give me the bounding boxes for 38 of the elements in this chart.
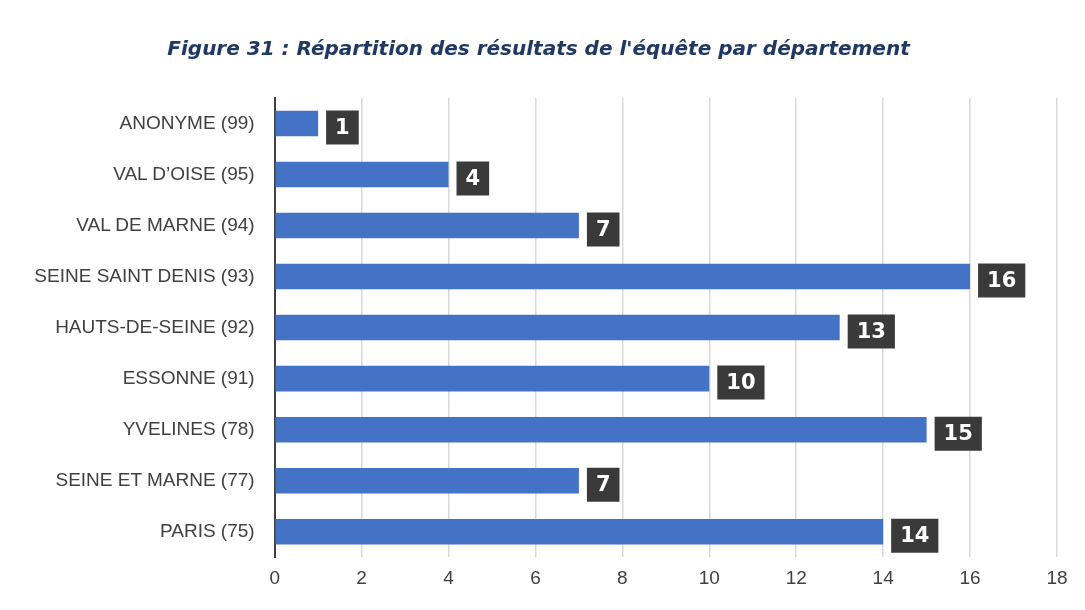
bar	[275, 518, 884, 545]
y-tick-label: YVELINES (78)	[122, 417, 255, 439]
bar	[275, 416, 927, 443]
x-tick-label: 10	[698, 566, 720, 588]
y-tick-label: ESSONNE (91)	[122, 366, 255, 388]
x-tick-label: 12	[785, 566, 807, 588]
data-label: 13	[856, 319, 886, 344]
x-tick-label: 16	[959, 566, 981, 588]
data-label: 4	[465, 165, 481, 190]
data-label: 7	[595, 472, 611, 497]
data-label: 15	[943, 421, 973, 446]
bar	[275, 161, 449, 188]
bar	[275, 212, 579, 239]
data-label: 14	[900, 523, 930, 548]
data-label: 1	[335, 114, 350, 139]
x-tick-label: 2	[356, 566, 367, 588]
y-tick-label: ANONYME (99)	[119, 111, 255, 133]
y-tick-label: PARIS (75)	[159, 519, 255, 541]
bar	[275, 263, 971, 290]
y-tick-label: VAL DE MARNE (94)	[76, 213, 255, 235]
y-tick-label: VAL D’OISE (95)	[113, 162, 255, 184]
data-label: 16	[987, 268, 1017, 293]
x-tick-label: 14	[872, 566, 895, 588]
x-tick-label: 8	[617, 566, 628, 588]
bar	[275, 314, 840, 341]
y-tick-label: HAUTS-DE-SEINE (92)	[55, 315, 255, 337]
y-tick-label: SEINE ET MARNE (77)	[55, 468, 255, 490]
x-tick-label: 6	[530, 566, 541, 588]
bar	[275, 365, 710, 392]
chart-title: Figure 31 : Répartition des résultats de l'équête par département	[167, 36, 912, 61]
x-tick-label: 0	[269, 566, 280, 588]
bar	[275, 467, 579, 494]
data-label: 7	[595, 217, 611, 242]
y-tick-label: SEINE SAINT DENIS (93)	[34, 264, 255, 286]
x-tick-label: 4	[443, 566, 455, 588]
bar	[275, 110, 319, 137]
x-tick-label: 18	[1046, 566, 1068, 588]
data-label: 10	[726, 370, 756, 395]
